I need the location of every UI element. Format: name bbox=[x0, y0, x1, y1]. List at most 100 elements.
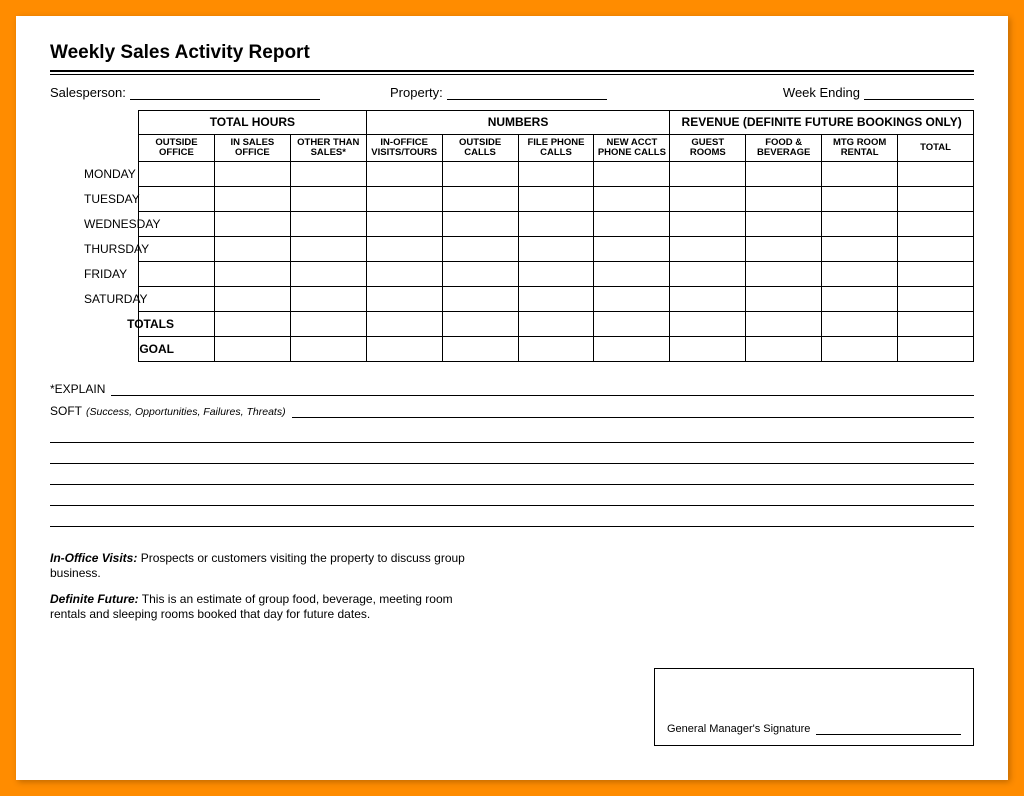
cell[interactable] bbox=[594, 336, 670, 361]
cell[interactable] bbox=[290, 161, 366, 186]
cell[interactable] bbox=[822, 311, 898, 336]
cell[interactable] bbox=[594, 261, 670, 286]
cell[interactable] bbox=[898, 236, 974, 261]
cell[interactable] bbox=[594, 236, 670, 261]
cell[interactable] bbox=[518, 236, 594, 261]
cell[interactable] bbox=[670, 261, 746, 286]
cell[interactable] bbox=[290, 186, 366, 211]
cell[interactable] bbox=[214, 211, 290, 236]
cell[interactable] bbox=[518, 261, 594, 286]
cell[interactable] bbox=[670, 286, 746, 311]
salesperson-field: Salesperson: bbox=[50, 85, 380, 100]
cell[interactable] bbox=[214, 261, 290, 286]
week-ending-blank[interactable] bbox=[864, 86, 974, 100]
cell[interactable] bbox=[214, 336, 290, 361]
cell[interactable] bbox=[290, 236, 366, 261]
cell[interactable] bbox=[822, 211, 898, 236]
note-line[interactable] bbox=[50, 506, 974, 527]
cell[interactable] bbox=[898, 261, 974, 286]
cell[interactable] bbox=[366, 311, 442, 336]
table-region: MONDAYTUESDAYWEDNESDAYTHURSDAYFRIDAYSATU… bbox=[50, 110, 974, 362]
cell[interactable] bbox=[290, 286, 366, 311]
cell[interactable] bbox=[518, 211, 594, 236]
column-header: NEW ACCTPHONE CALLS bbox=[594, 134, 670, 161]
cell[interactable] bbox=[670, 336, 746, 361]
cell[interactable] bbox=[898, 211, 974, 236]
cell[interactable] bbox=[746, 336, 822, 361]
cell[interactable] bbox=[822, 161, 898, 186]
cell[interactable] bbox=[746, 236, 822, 261]
cell[interactable] bbox=[366, 211, 442, 236]
cell[interactable] bbox=[898, 311, 974, 336]
column-header: IN SALESOFFICE bbox=[214, 134, 290, 161]
cell[interactable] bbox=[518, 186, 594, 211]
cell[interactable] bbox=[366, 336, 442, 361]
row-label: FRIDAY bbox=[84, 262, 180, 287]
def1-key: In-Office Visits: bbox=[50, 551, 137, 565]
cell[interactable] bbox=[822, 336, 898, 361]
explain-line[interactable] bbox=[111, 382, 974, 396]
cell[interactable] bbox=[822, 286, 898, 311]
cell[interactable] bbox=[670, 186, 746, 211]
cell[interactable] bbox=[746, 186, 822, 211]
cell[interactable] bbox=[822, 186, 898, 211]
cell[interactable] bbox=[442, 236, 518, 261]
salesperson-blank[interactable] bbox=[130, 86, 320, 100]
cell[interactable] bbox=[442, 186, 518, 211]
cell[interactable] bbox=[442, 336, 518, 361]
cell[interactable] bbox=[214, 161, 290, 186]
soft-lines[interactable] bbox=[50, 422, 974, 527]
column-header: FILE PHONECALLS bbox=[518, 134, 594, 161]
cell[interactable] bbox=[442, 161, 518, 186]
note-line[interactable] bbox=[50, 422, 974, 443]
cell[interactable] bbox=[290, 211, 366, 236]
cell[interactable] bbox=[442, 286, 518, 311]
cell[interactable] bbox=[594, 211, 670, 236]
cell[interactable] bbox=[290, 336, 366, 361]
cell[interactable] bbox=[746, 161, 822, 186]
cell[interactable] bbox=[442, 311, 518, 336]
note-line[interactable] bbox=[50, 443, 974, 464]
cell[interactable] bbox=[366, 236, 442, 261]
cell[interactable] bbox=[442, 211, 518, 236]
cell[interactable] bbox=[518, 336, 594, 361]
cell[interactable] bbox=[214, 236, 290, 261]
cell[interactable] bbox=[898, 286, 974, 311]
cell[interactable] bbox=[746, 311, 822, 336]
cell[interactable] bbox=[670, 236, 746, 261]
soft-first-line[interactable] bbox=[292, 404, 974, 418]
cell[interactable] bbox=[898, 161, 974, 186]
cell[interactable] bbox=[518, 161, 594, 186]
cell[interactable] bbox=[290, 261, 366, 286]
cell[interactable] bbox=[290, 311, 366, 336]
cell[interactable] bbox=[594, 286, 670, 311]
cell[interactable] bbox=[366, 186, 442, 211]
property-blank[interactable] bbox=[447, 86, 607, 100]
cell[interactable] bbox=[746, 211, 822, 236]
cell[interactable] bbox=[214, 311, 290, 336]
cell[interactable] bbox=[670, 311, 746, 336]
cell[interactable] bbox=[594, 161, 670, 186]
cell[interactable] bbox=[670, 211, 746, 236]
cell[interactable] bbox=[822, 261, 898, 286]
cell[interactable] bbox=[898, 336, 974, 361]
cell[interactable] bbox=[442, 261, 518, 286]
cell[interactable] bbox=[822, 236, 898, 261]
cell[interactable] bbox=[746, 261, 822, 286]
cell[interactable] bbox=[366, 261, 442, 286]
signature-line[interactable] bbox=[816, 723, 961, 735]
cell[interactable] bbox=[746, 286, 822, 311]
row-label: THURSDAY bbox=[84, 237, 180, 262]
note-line[interactable] bbox=[50, 464, 974, 485]
cell[interactable] bbox=[594, 311, 670, 336]
cell[interactable] bbox=[670, 161, 746, 186]
cell[interactable] bbox=[898, 186, 974, 211]
cell[interactable] bbox=[594, 186, 670, 211]
cell[interactable] bbox=[214, 286, 290, 311]
note-line[interactable] bbox=[50, 485, 974, 506]
cell[interactable] bbox=[366, 286, 442, 311]
cell[interactable] bbox=[518, 311, 594, 336]
cell[interactable] bbox=[518, 286, 594, 311]
cell[interactable] bbox=[214, 186, 290, 211]
cell[interactable] bbox=[366, 161, 442, 186]
